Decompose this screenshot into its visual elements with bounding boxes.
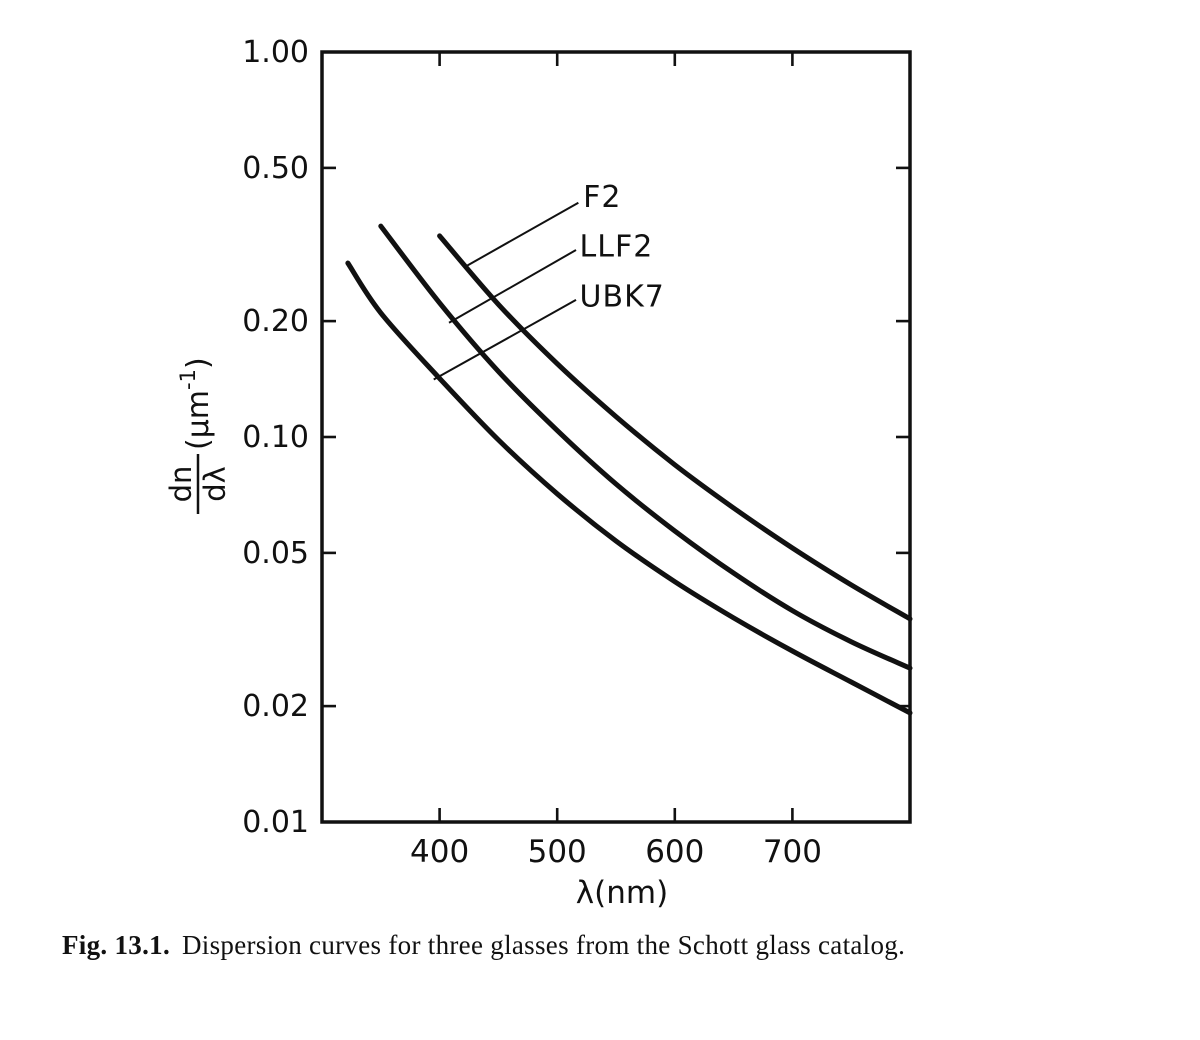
curve-label-UBK7: UBK7 [580,280,665,315]
figure-caption: Fig. 13.1. Dispersion curves for three gl… [62,930,1142,961]
y-tick-label: 0.20 [242,304,309,339]
fraction-denominator: dλ [198,466,232,502]
fraction-numerator: dn [164,466,198,503]
leader-line-LLF2 [448,249,577,324]
y-tick-label: 0.10 [242,420,309,455]
caption-text: Dispersion curves for three glasses from… [182,930,906,960]
x-tick-label: 400 [410,834,469,870]
y-axis-title: dn dλ (μm-1) [164,357,232,514]
leader-line-UBK7 [433,299,577,381]
caption-label: Fig. 13.1. [62,930,170,960]
y-tick-label: 0.05 [242,536,309,571]
x-tick-label: 500 [528,834,587,870]
y-axis-unit: (μm-1) [176,357,216,450]
x-tick-label: 600 [645,834,704,870]
dispersion-chart: 1.00 0.50 0.20 0.10 0.05 0.02 0.01 400 500 600 700… [164,35,913,911]
y-tick-label: 0.50 [242,151,309,186]
y-tick-label: 1.00 [242,35,309,70]
y-tick-label: 0.02 [242,689,309,724]
plot-border [320,50,912,824]
curve-label-F2: F2 [583,180,621,215]
curve-LLF2 [378,223,913,671]
curve-UBK7 [345,260,913,716]
curve-label-LLF2: LLF2 [580,230,654,265]
leader-line-F2 [463,201,579,269]
y-tick-label: 0.01 [242,805,309,840]
curve-F2 [437,233,913,622]
x-tick-label: 700 [763,834,822,870]
x-axis-title: λ(nm) [576,875,668,911]
